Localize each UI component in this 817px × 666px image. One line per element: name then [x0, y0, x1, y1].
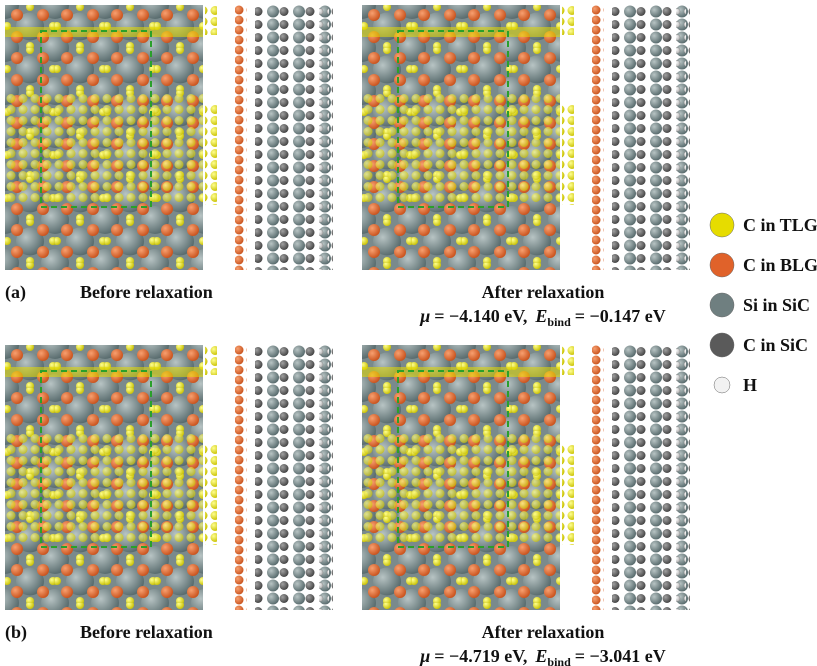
- legend-label: C in BLG: [743, 255, 817, 275]
- e-symbol: E: [534, 306, 547, 326]
- legend-swatch: [710, 293, 734, 317]
- legend-swatch: [710, 333, 734, 357]
- panel-label: (a): [5, 282, 26, 303]
- before-caption: Before relaxation: [80, 622, 213, 642]
- legend-swatch: [714, 377, 730, 393]
- legend-label: C in TLG: [743, 215, 817, 235]
- panel-label: (b): [5, 622, 27, 643]
- mu-symbol: μ: [419, 646, 430, 666]
- e-symbol: E: [534, 646, 547, 666]
- structure-b-after: [362, 345, 690, 610]
- mu-value: = −4.719 eV,: [434, 646, 527, 666]
- structure-a-after: [362, 5, 690, 270]
- structure-a-before: [5, 5, 333, 270]
- legend-label: C in SiC: [743, 335, 808, 355]
- e-subscript: bind: [547, 655, 571, 666]
- e-subscript: bind: [547, 315, 571, 329]
- legend-label: Si in SiC: [743, 295, 810, 315]
- legend: C in TLG C in BLG Si in SiC C in SiC H: [710, 213, 817, 395]
- structure-b-before: [5, 345, 333, 610]
- after-caption: After relaxation: [482, 282, 605, 302]
- mu-symbol: μ: [419, 306, 430, 326]
- legend-label: H: [743, 375, 757, 395]
- e-value: = −0.147 eV: [575, 306, 666, 326]
- before-caption: Before relaxation: [80, 282, 213, 302]
- energy-caption: μ= −4.719 eV, Ebind = −3.041 eV: [419, 646, 666, 666]
- e-value: = −3.041 eV: [575, 646, 666, 666]
- after-caption: After relaxation: [482, 622, 605, 642]
- mu-value: = −4.140 eV,: [434, 306, 527, 326]
- legend-swatch: [710, 213, 734, 237]
- legend-swatch: [710, 253, 734, 277]
- energy-caption: μ= −4.140 eV, Ebind = −0.147 eV: [419, 306, 666, 329]
- figure: (a)Before relaxationAfter relaxationμ= −…: [0, 0, 817, 666]
